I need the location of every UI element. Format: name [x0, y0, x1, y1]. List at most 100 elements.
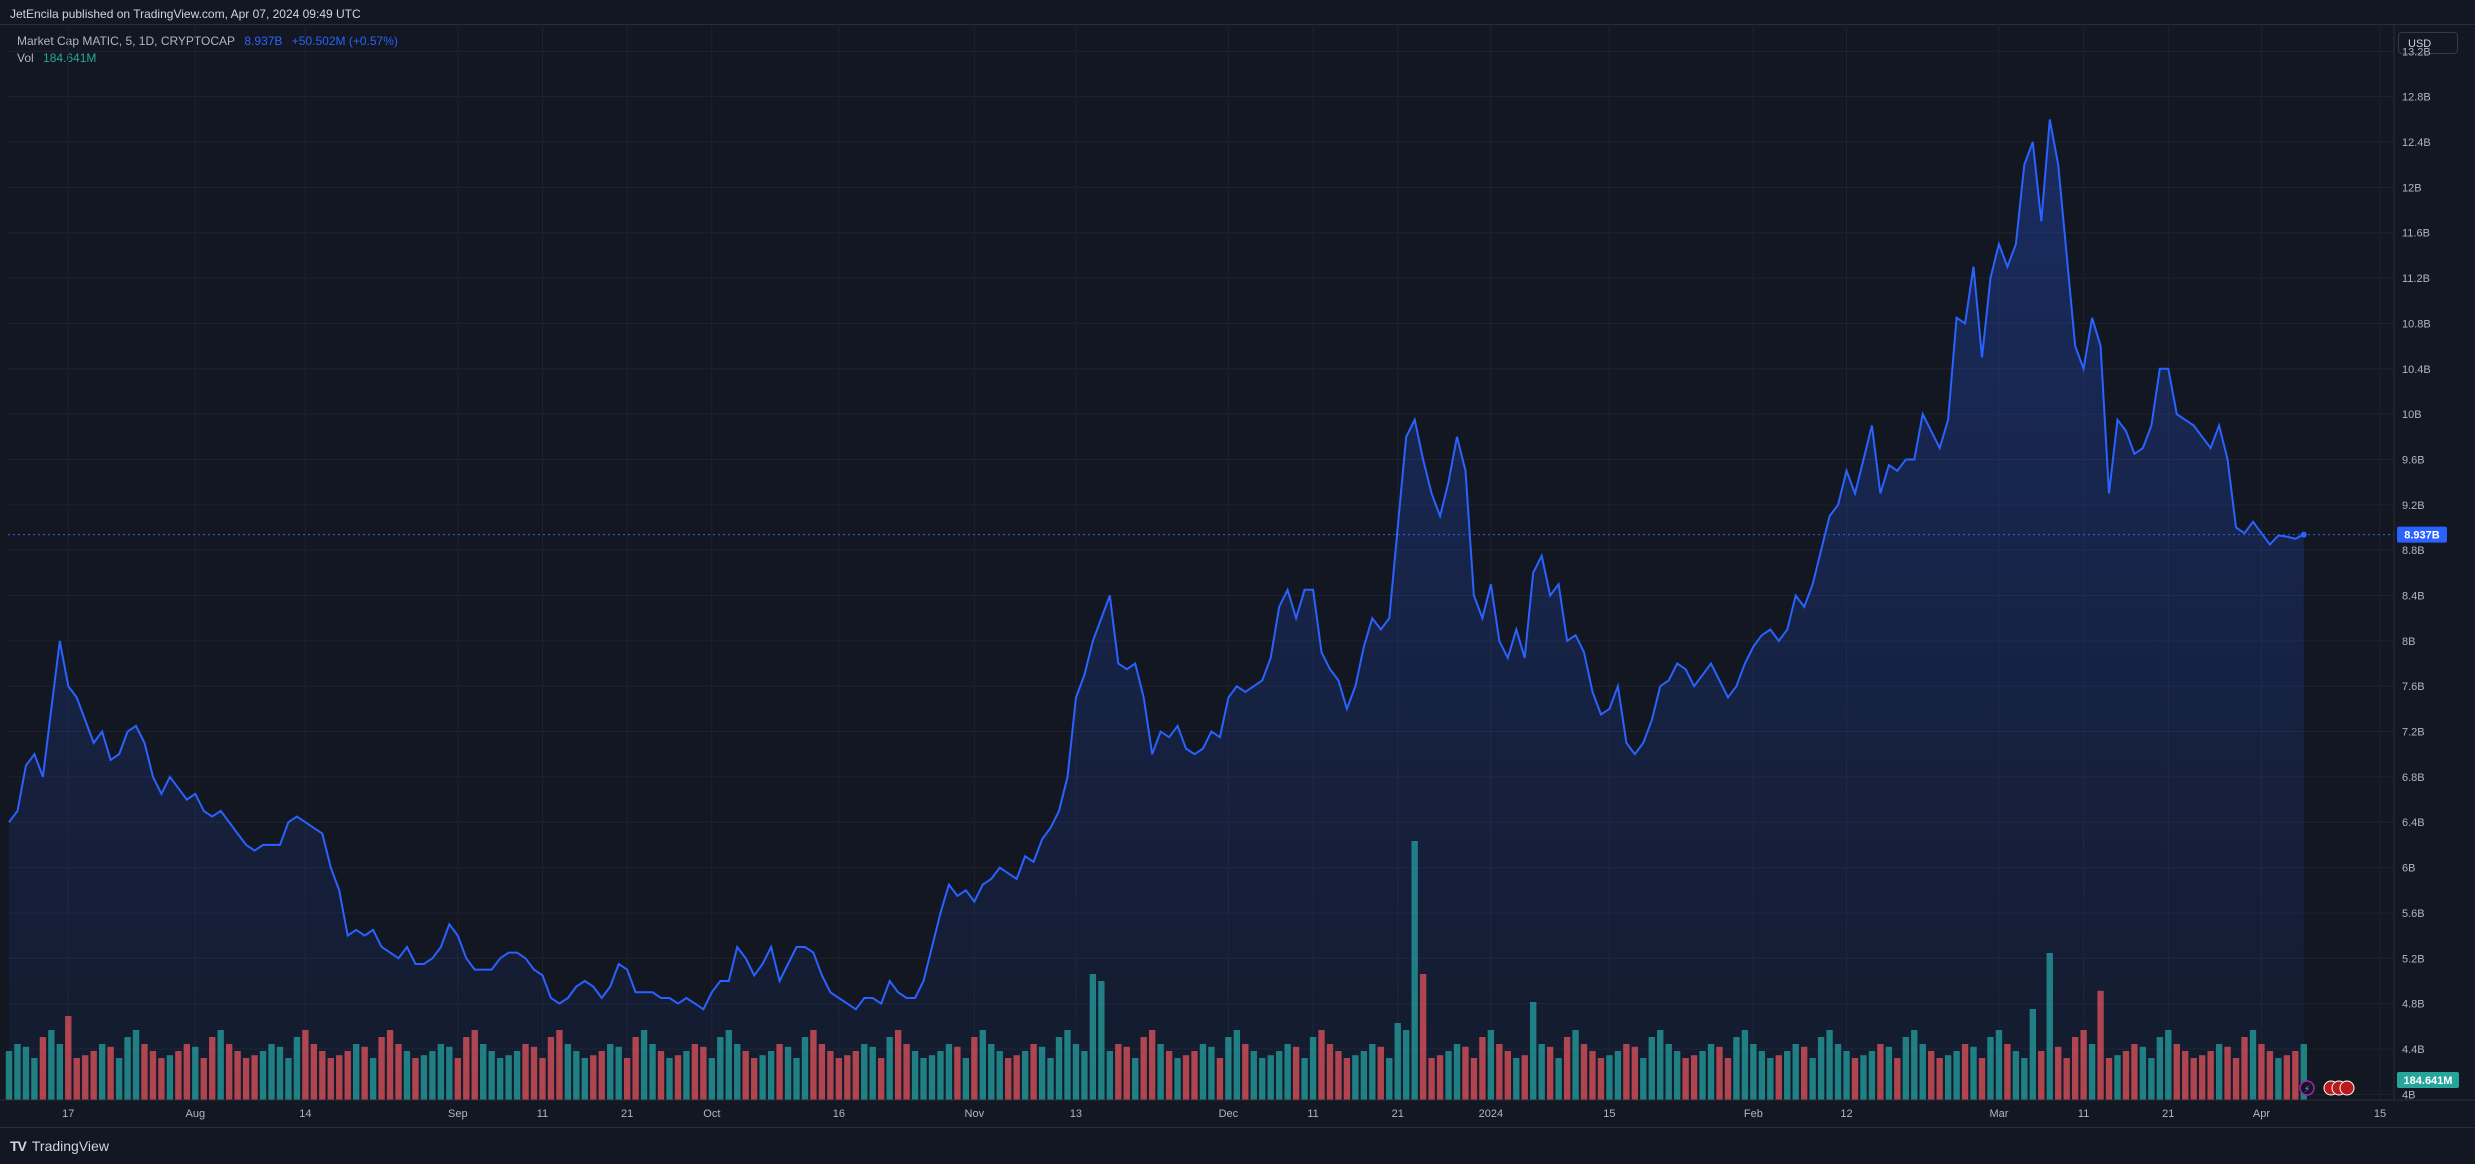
time-tick-label: Oct: [703, 1108, 720, 1120]
volume-bar: [1055, 1037, 1063, 1100]
volume-bar: [2004, 1044, 2011, 1100]
volume-bar: [1453, 1044, 1461, 1100]
time-axis[interactable]: 17 Aug 14 Sep 11 21 Oct 16 Nov 13 Dec 11 21 2024 15 Feb…: [62, 1108, 2386, 1120]
volume-bar: [2190, 1058, 2197, 1100]
volume-bar: [1428, 1058, 1435, 1100]
volume-bar: [39, 1037, 47, 1100]
volume-bar: [700, 1046, 707, 1100]
volume-bar: [2148, 1058, 2155, 1100]
volume-bar: [835, 1058, 843, 1100]
time-tick-label: Dec: [1219, 1108, 1239, 1120]
volume-bar: [1182, 1055, 1190, 1100]
volume-bar: [1961, 1044, 1969, 1100]
volume-bar: [386, 1030, 394, 1100]
volume-bar: [1724, 1058, 1732, 1100]
volume-bar: [82, 1055, 89, 1100]
price-tick-label: 12.4B: [2402, 137, 2431, 149]
volume-bar: [2292, 1051, 2299, 1100]
price-axis[interactable]: 4B 4.4B 4.8B 5.2B 5.6B 6B 6.4B 6.8B 7.2B 7.6B 8B 8.…: [2402, 46, 2431, 1101]
volume-bar: [1276, 1051, 1283, 1100]
price-tick-label: 4B: [2402, 1089, 2415, 1101]
volume-bar: [361, 1046, 368, 1100]
volume-bar: [158, 1058, 165, 1100]
volume-bar: [446, 1046, 453, 1100]
volume-bar: [225, 1044, 233, 1100]
volume-bar: [945, 1044, 953, 1100]
volume-bar: [878, 1058, 885, 1100]
volume-bar: [513, 1051, 521, 1100]
volume-bar: [1614, 1051, 1622, 1100]
price-tick-label: 12B: [2402, 182, 2422, 194]
volume-bar: [141, 1044, 148, 1100]
volume-bar: [861, 1044, 868, 1100]
volume-bar: [1817, 1037, 1825, 1100]
us-flag-event-icon-2[interactable]: [2331, 1080, 2347, 1096]
volume-bar: [31, 1058, 38, 1100]
volume-bar: [1242, 1044, 1249, 1100]
volume-bar: [2029, 1009, 2036, 1100]
time-tick-label: Aug: [186, 1108, 206, 1120]
volume-bar: [1326, 1044, 1334, 1100]
tradingview-logo[interactable]: TV TradingView: [10, 1138, 109, 1154]
legend-main-series[interactable]: Market Cap MATIC, 5, 1D, CRYPTOCAP 8.937…: [17, 33, 404, 50]
volume-bar: [657, 1051, 665, 1100]
volume-bar: [1673, 1051, 1681, 1100]
volume-bar: [530, 1046, 538, 1100]
volume-bar: [1657, 1030, 1664, 1100]
volume-bar: [1301, 1058, 1308, 1100]
time-tick-label: 21: [2162, 1108, 2174, 1120]
volume-bar: [1750, 1044, 1757, 1100]
volume-bar: [2241, 1037, 2248, 1100]
volume-bar: [1682, 1058, 1689, 1100]
volume-bar: [1148, 1030, 1156, 1100]
volume-bar: [691, 1044, 699, 1100]
price-tick-label: 9.2B: [2402, 500, 2425, 512]
volume-bar: [1436, 1055, 1444, 1100]
volume-bar: [1741, 1030, 1749, 1100]
volume-bar: [336, 1055, 343, 1100]
lightning-event-icon[interactable]: [2299, 1080, 2315, 1096]
legend-symbol: Market Cap MATIC, 5, 1D, CRYPTOCAP: [17, 34, 236, 48]
us-flag-event-icon-3[interactable]: [2339, 1080, 2355, 1096]
volume-bar: [971, 1037, 978, 1100]
event-icons[interactable]: ⚡: [2299, 1080, 2355, 1096]
volume-bar: [251, 1055, 258, 1100]
volume-bar: [175, 1051, 182, 1100]
volume-bar: [1064, 1030, 1071, 1100]
volume-bar: [1157, 1044, 1164, 1100]
time-tick-label: Sep: [448, 1108, 468, 1120]
volume-bar: [1089, 974, 1097, 1100]
volume-bar: [1098, 981, 1105, 1100]
volume-bar: [1784, 1051, 1791, 1100]
volume-bar: [14, 1044, 21, 1100]
volume-bar: [1140, 1037, 1147, 1100]
volume-bar: [1944, 1055, 1952, 1100]
volume-bar: [1640, 1058, 1647, 1100]
volume-bar: [623, 1058, 631, 1100]
volume-bar: [1538, 1044, 1545, 1100]
price-tick-label: 8B: [2402, 636, 2415, 648]
volume-bar: [1216, 1058, 1224, 1100]
volume-bar: [1038, 1046, 1046, 1100]
chart-legend: Market Cap MATIC, 5, 1D, CRYPTOCAP 8.937…: [17, 33, 404, 67]
price-tick-label: 8.8B: [2402, 545, 2425, 557]
volume-bar: [429, 1051, 436, 1100]
volume-bar: [488, 1051, 495, 1100]
volume-bar: [1386, 1058, 1393, 1100]
currency-selector[interactable]: USD: [2398, 32, 2458, 54]
volume-bar: [1081, 1051, 1088, 1100]
us-flag-event-icon[interactable]: [2323, 1080, 2339, 1096]
volume-bar: [1928, 1051, 1935, 1100]
volume-bar: [496, 1058, 504, 1100]
volume-bar: [1496, 1044, 1503, 1100]
volume-bar: [2071, 1037, 2079, 1100]
volume-bar: [1445, 1051, 1452, 1100]
volume-bar: [1995, 1030, 2003, 1100]
legend-vol-value: 184.641M: [43, 51, 97, 65]
volume-bar: [734, 1044, 741, 1100]
volume-bar: [1479, 1037, 1486, 1100]
legend-volume-series[interactable]: Vol 184.641M: [17, 50, 404, 67]
volume-bar: [522, 1044, 529, 1100]
volume-bar: [420, 1055, 428, 1100]
